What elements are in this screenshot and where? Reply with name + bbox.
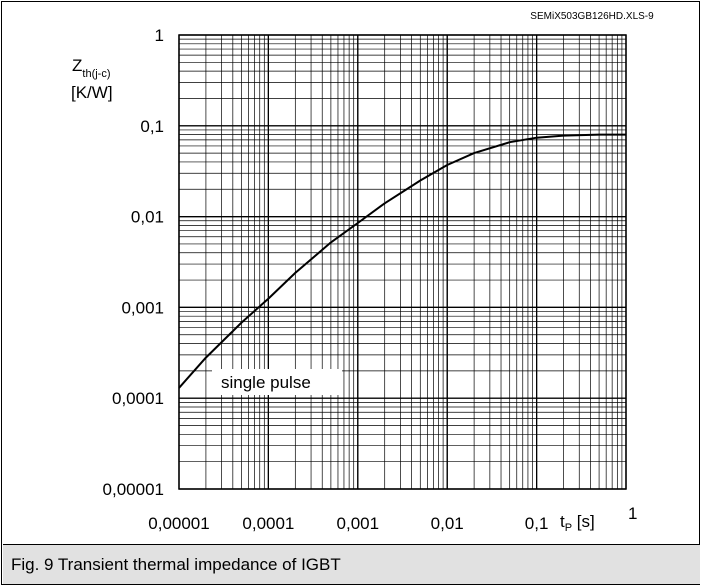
- y-axis-label: Zth(j-c): [72, 56, 111, 80]
- x-tick-label: 0,01: [431, 514, 464, 533]
- series-line-single-pulse: [178, 133, 626, 389]
- series-label-bg: [212, 369, 342, 395]
- series-label: single pulse: [221, 373, 311, 392]
- x-tick-label: 0,00001: [148, 514, 209, 533]
- y-tick-label: 0,0001: [112, 389, 164, 408]
- plot-border: [178, 34, 627, 490]
- y-tick-labels: 1 0,1 0,01 0,001 0,0001 0,00001: [103, 26, 164, 499]
- x-tick-label: 1: [628, 504, 637, 523]
- y-tick-label: 0,001: [121, 298, 164, 317]
- figure-ref: SEMiX503GB126HD.XLS-9: [530, 11, 654, 22]
- y-tick-label: 0,00001: [103, 480, 164, 499]
- y-tick-label: 1: [155, 26, 164, 45]
- x-tick-label: 0,001: [337, 514, 380, 533]
- grid: [178, 34, 627, 490]
- x-axis-label: tP [s]: [560, 512, 595, 534]
- x-tick-labels: 0,00001 0,0001 0,001 0,01 0,1 1: [148, 504, 637, 533]
- chart: 0,00001 0,0001 0,001 0,01 0,1 1 1 0,1 0,01 0,001…: [71, 11, 654, 534]
- figure-caption: Fig. 9 Transient thermal impedance of IG…: [3, 544, 700, 584]
- x-tick-label: 0,0001: [242, 514, 294, 533]
- y-tick-label: 0,01: [131, 208, 164, 227]
- y-axis-unit: [K/W]: [71, 83, 113, 102]
- y-tick-label: 0,1: [140, 117, 164, 136]
- x-tick-label: 0,1: [525, 514, 549, 533]
